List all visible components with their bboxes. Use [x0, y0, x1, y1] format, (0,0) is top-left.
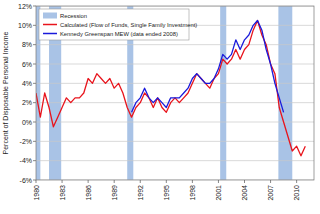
y-axis-label: Percent of Disposable Personal Income — [2, 31, 10, 154]
y-tick-label: 2% — [22, 99, 32, 106]
legend-swatch — [43, 33, 57, 35]
grid-line — [36, 122, 314, 123]
x-tick-label: 1992 — [137, 185, 144, 201]
x-tick — [296, 180, 297, 183]
legend-label: Recession — [60, 13, 87, 19]
x-tick — [36, 180, 37, 183]
legend-swatch — [43, 24, 57, 26]
series-line — [36, 21, 305, 156]
y-tick — [33, 102, 36, 103]
grid-line — [36, 83, 314, 84]
x-tick — [114, 180, 115, 183]
y-tick — [33, 180, 36, 181]
y-tick-label: -2% — [20, 138, 32, 145]
background — [0, 0, 320, 214]
x-tick-label: 2004 — [241, 185, 248, 201]
y-tick — [33, 122, 36, 123]
x-tick-label: 1989 — [111, 185, 118, 201]
x-tick-label: 2007 — [267, 185, 274, 201]
y-tick-label: -6% — [20, 177, 32, 184]
y-tick-label: 8% — [22, 41, 32, 48]
x-tick-label: 1995 — [163, 185, 170, 201]
y-tick — [33, 141, 36, 142]
x-tick-label: 1980 — [33, 185, 40, 201]
y-tick-label: 10% — [18, 22, 32, 29]
y-tick — [33, 83, 36, 84]
x-tick-label: 2001 — [215, 185, 222, 201]
grid-line — [36, 44, 314, 45]
y-tick-label: 6% — [22, 61, 32, 68]
y-tick-label: -4% — [20, 157, 32, 164]
x-tick — [192, 180, 193, 183]
grid-line — [36, 160, 314, 161]
x-tick — [166, 180, 167, 183]
x-tick — [140, 180, 141, 183]
y-tick-label: 12% — [18, 3, 32, 10]
x-tick-label: 1986 — [85, 185, 92, 201]
x-tick — [62, 180, 63, 183]
recession-band — [278, 6, 292, 180]
legend-label: Calculated (Flow of Funds, Single Family… — [60, 22, 197, 28]
y-tick — [33, 64, 36, 65]
legend: Recession Calculated (Flow of Funds, Sing… — [39, 9, 197, 40]
grid-line — [36, 141, 314, 142]
y-tick — [33, 25, 36, 26]
x-tick — [88, 180, 89, 183]
x-tick-label: 1983 — [59, 185, 66, 201]
x-tick — [218, 180, 219, 183]
x-tick — [270, 180, 271, 183]
y-tick — [33, 44, 36, 45]
legend-swatch — [43, 13, 57, 19]
y-tick-label: 4% — [22, 80, 32, 87]
x-tick-label: 1998 — [189, 185, 196, 201]
legend-label: Kennedy Greenspan MEW (data ended 2008) — [60, 31, 178, 37]
y-tick-label: 0% — [22, 119, 32, 126]
y-tick — [33, 160, 36, 161]
grid-line — [36, 64, 314, 65]
plot-area — [36, 6, 314, 180]
y-tick — [33, 6, 36, 7]
recession-band — [220, 6, 226, 180]
chart: -6% -4% -2% 0% 2% 4% 6% 8% 10% 12% 1980 1983 1986 198… — [0, 0, 320, 214]
plot-frame — [36, 6, 314, 180]
x-tick-label: 2010 — [293, 185, 300, 201]
grid-line — [36, 102, 314, 103]
x-tick — [244, 180, 245, 183]
